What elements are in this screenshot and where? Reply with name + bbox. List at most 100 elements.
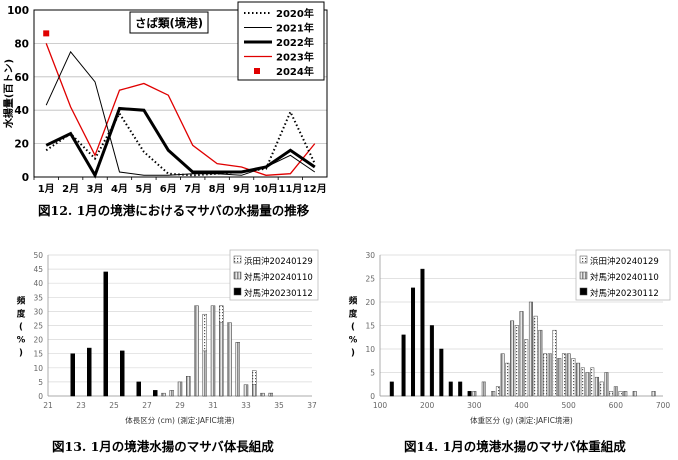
y-tick-label: 15 (33, 350, 43, 359)
bar-対馬沖20240110 (576, 362, 581, 397)
y-tick-label: 100 (7, 5, 29, 17)
y-tick-label: 5 (370, 369, 375, 378)
chart-title: さば類(境港) (135, 16, 203, 30)
bar-対馬沖20230112 (87, 347, 92, 397)
y-axis-label-char: ( (19, 323, 23, 333)
x-tick-label: 500 (562, 401, 577, 410)
legend-label: 浜田沖20240129 (590, 256, 659, 267)
y-tick-label: 10 (33, 364, 43, 373)
legend-label: 2020年 (276, 7, 314, 20)
y-tick-label: 0 (22, 172, 29, 184)
bar-対馬沖20230112 (70, 353, 75, 397)
y-axis-label-char: 頻 (349, 296, 358, 307)
y-axis-label-char: 頻 (17, 296, 26, 307)
legend-box (575, 249, 671, 301)
legend-label: 2022年 (276, 36, 314, 49)
weight-composition-chart: 0 5 10 15 20 25 30 100 200 300 400 500 600 700 体重区分 (g… (349, 249, 671, 425)
bar-対馬沖20240110 (613, 386, 618, 397)
y-tick-label: 30 (33, 307, 43, 316)
y-tick-label: 0 (38, 392, 43, 401)
bar-対馬沖20240110 (604, 372, 609, 397)
bar-浜田沖20240129 (495, 386, 500, 397)
bar-浜田沖20240129 (543, 353, 548, 397)
series-line-2023年 (45, 43, 316, 176)
x-tick-label: 6月 (160, 183, 177, 195)
bar-浜田沖20240129 (571, 358, 576, 397)
x-tick-label: 5月 (135, 183, 152, 195)
x-axis-label: 体長区分 (cm) (測定:JAFIC境港) (125, 415, 234, 425)
legend-swatch-浜田沖20240129 (579, 255, 588, 264)
x-tick-label: 3月 (87, 183, 104, 195)
y-tick-label: 80 (14, 38, 29, 50)
y-tick-label: 40 (33, 279, 43, 288)
bar-浜田沖20240129 (505, 362, 510, 397)
bar-対馬沖20240110 (472, 391, 477, 397)
bar-対馬沖20240110 (177, 381, 183, 397)
bar-対馬沖20240110 (481, 381, 486, 397)
bar-対馬沖20240110 (227, 322, 232, 397)
bar-対馬沖20240110 (161, 392, 166, 397)
bar-対馬沖20230112 (458, 381, 463, 397)
legend-label: 2024年 (276, 65, 314, 78)
x-tick-label: 100 (373, 401, 388, 410)
y-axis-label-char: % (349, 336, 358, 346)
legend-swatch-対馬沖20240110 (579, 271, 588, 280)
x-tick-label: 8月 (209, 183, 226, 195)
legend-label: 対馬沖20240110 (244, 272, 313, 283)
y-axis-label: 水揚量(百トン) (2, 59, 15, 129)
bar-対馬沖20240110 (260, 392, 265, 397)
x-tick-label: 33 (241, 401, 251, 410)
x-tick-label: 37 (307, 401, 317, 410)
bar-対馬沖20240110 (491, 391, 496, 397)
bar-浜田沖20240129 (618, 391, 623, 397)
y-tick-label: 45 (33, 265, 43, 274)
landing-trend-chart: 0 20 40 60 80 100 1月 2月 3月 4月 5月 6月 7月 8月 9月 10月 11月 12月 水… (2, 1, 328, 195)
bar-対馬沖20230112 (467, 391, 472, 397)
length-composition-chart: 0 5 10 15 20 25 30 35 40 45 50 21 23 25 27 29 31 33 35 37 体長… (17, 249, 319, 425)
legend-label: 対馬沖20230112 (590, 288, 659, 299)
x-tick-label: 9月 (233, 183, 250, 195)
x-tick-label: 23 (76, 401, 86, 410)
bar-対馬沖20240110 (651, 391, 656, 397)
y-tick-label: 60 (14, 72, 29, 84)
x-tick-label: 29 (175, 401, 185, 410)
bar-対馬沖20230112 (153, 390, 158, 397)
bar-対馬沖20240110 (243, 384, 249, 397)
bar-対馬沖20240110 (585, 372, 590, 397)
x-tick-label: 300 (467, 401, 482, 410)
x-tick-label: 25 (109, 401, 119, 410)
x-tick-label: 4月 (111, 183, 128, 195)
x-tick-label: 10月 (254, 183, 278, 195)
legend-swatch-浜田沖20240129 (233, 255, 242, 264)
y-tick-label: 20 (14, 139, 29, 151)
y-axis-label-char: ( (351, 323, 355, 333)
figure14-caption: 図14. 1月の境港水揚のマサバ体重組成 (404, 439, 626, 454)
legend-swatch-対馬沖20230112 (579, 287, 588, 296)
y-axis-label-char: 度 (17, 309, 26, 320)
bar-対馬沖20240110 (528, 301, 533, 397)
bar-対馬沖20240110 (594, 376, 599, 397)
y-tick-label: 50 (33, 251, 43, 260)
bar-浜田沖20240129 (533, 315, 538, 397)
bar-対馬沖20240110 (235, 342, 240, 397)
x-tick-label: 400 (514, 401, 529, 410)
x-axis-label: 体重区分 (g) (測定:JAFIC境港) (470, 415, 573, 425)
legend-label: 対馬沖20230112 (244, 288, 313, 299)
y-axis-label-char: ) (19, 349, 23, 359)
bar-対馬沖20240110 (632, 391, 637, 397)
legend-label: 2021年 (276, 22, 314, 35)
y-axis-label-char: 度 (349, 309, 358, 320)
bar-対馬沖20240110 (219, 322, 224, 397)
bar-対馬沖20240110 (194, 305, 199, 397)
x-tick-label: 12月 (303, 183, 327, 195)
legend-swatch-2024年 (254, 68, 260, 74)
figure13-caption: 図13. 1月の境港水揚のマサバ体長組成 (52, 439, 274, 454)
figure12-caption: 図12. 1月の境港におけるマサバの水揚量の推移 (38, 203, 310, 218)
x-tick-label: 2月 (62, 183, 79, 195)
x-tick-label: 27 (142, 401, 152, 410)
bar-対馬沖20240110 (557, 358, 562, 397)
bar-対馬沖20240110 (169, 390, 174, 397)
bar-対馬沖20230112 (401, 334, 406, 397)
legend-box (229, 249, 319, 301)
